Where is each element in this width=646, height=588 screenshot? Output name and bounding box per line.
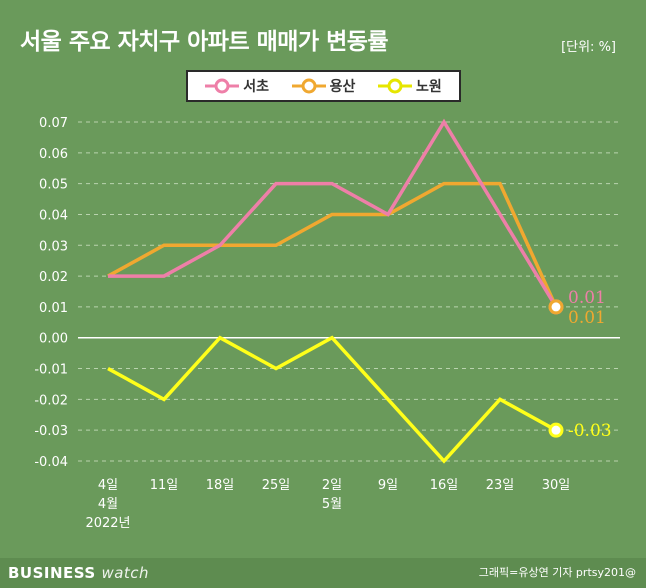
legend-item-seocho: 서초 (205, 76, 269, 96)
y-tick-label: 0.03 (39, 239, 68, 254)
x-tick-label: 18일 (206, 478, 235, 493)
legend-label-nowon: 노원 (415, 79, 442, 95)
unit-label: [단위: %] (561, 40, 616, 55)
y-tick-label: -0.03 (34, 424, 68, 439)
brand-logo: BUSINESS watch (8, 564, 150, 582)
y-tick-label: -0.01 (34, 363, 68, 378)
y-tick-label: 0.05 (39, 178, 68, 193)
series-line-2 (107, 335, 557, 464)
legend-marker-seocho (205, 78, 240, 94)
x-tick-sublabel: 2022년 (85, 516, 130, 531)
legend-item-yongsan: 용산 (291, 76, 356, 96)
chart-title: 서울 주요 자치구 아파트 매매가 변동률 (20, 29, 389, 55)
x-tick-sublabel: 5월 (322, 497, 342, 512)
y-tick-label: -0.02 (34, 393, 68, 408)
y-tick-label: -0.04 (34, 455, 68, 470)
end-label-1: 0.01 (568, 308, 606, 328)
x-tick-label: 25일 (262, 478, 291, 493)
y-tick-label: 0.00 (39, 332, 68, 347)
chart-legend: 서초 용산 노원 (186, 70, 461, 102)
y-tick-label: 0.07 (39, 116, 68, 131)
end-label-0: 0.01 (568, 288, 606, 308)
end-label-2: -0.03 (568, 421, 612, 441)
x-tick-label: 2일 (322, 478, 342, 493)
footer-bar: BUSINESS watch 그래픽=유상연 기자 prtsy201@ (0, 558, 646, 588)
series-line-0 (108, 118, 558, 308)
legend-label-seocho: 서초 (243, 79, 270, 95)
y-tick-label: 0.06 (39, 147, 68, 162)
x-tick-label: 30일 (542, 478, 571, 493)
end-marker-2 (548, 422, 564, 438)
y-tick-label: 0.04 (39, 208, 68, 223)
legend-marker-nowon (377, 78, 412, 94)
credit-text: 그래픽=유상연 기자 prtsy201@ (478, 566, 636, 579)
line-chart: 0.07 0.06 0.05 0.04 0.03 0.02 0.01 0.00 -0.01 -0.… (34, 116, 620, 531)
legend-marker-yongsan (291, 78, 326, 94)
end-marker-1 (548, 299, 564, 315)
x-tick-sublabel: 4월 (98, 497, 118, 512)
x-tick-label: 11일 (150, 478, 179, 493)
y-tick-label: 0.02 (39, 270, 68, 285)
y-tick-label: 0.01 (39, 301, 68, 316)
x-tick-label: 16일 (430, 478, 459, 493)
x-tick-label: 9일 (378, 478, 398, 493)
legend-label-yongsan: 용산 (329, 79, 356, 95)
x-tick-label: 4일 (98, 478, 118, 493)
legend-item-nowon: 노원 (377, 76, 442, 96)
x-tick-label: 23일 (486, 478, 515, 493)
